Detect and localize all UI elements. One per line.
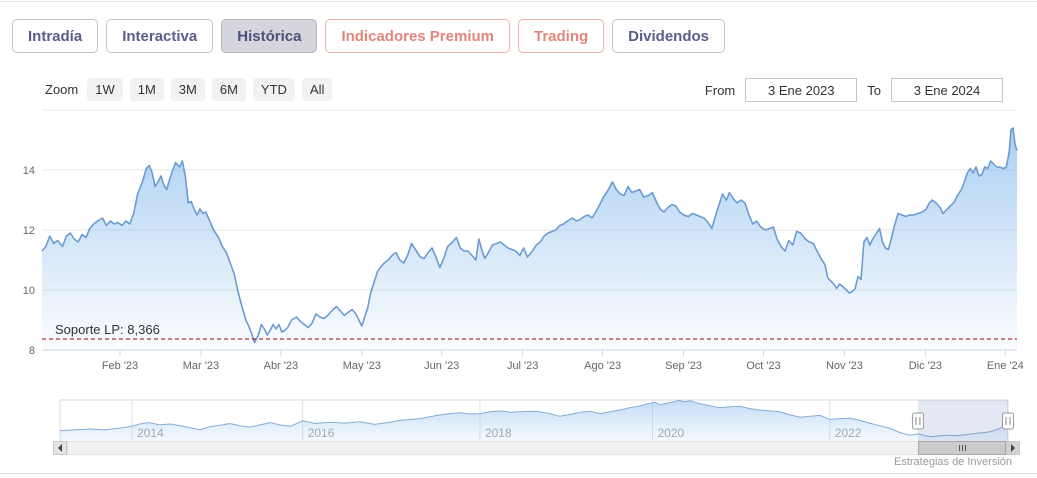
tab-intradia[interactable]: Intradía bbox=[12, 19, 99, 53]
navigator-chart[interactable]: 20142016201820202022 bbox=[0, 394, 1037, 446]
from-label: From bbox=[704, 82, 736, 98]
y-axis-label: 14 bbox=[23, 165, 35, 177]
y-axis-label: 12 bbox=[23, 225, 35, 237]
tab-historica[interactable]: Histórica bbox=[221, 19, 318, 53]
support-line-label: Soporte LP: 8,366 bbox=[55, 322, 160, 337]
x-axis-label: Ago '23 bbox=[584, 360, 621, 372]
main-price-chart[interactable]: 8 10 12 14 Feb '23 Mar '23 Abr '23 May '23 Jun '… bbox=[0, 100, 1037, 392]
main-plot-area[interactable] bbox=[42, 110, 1017, 350]
nav-line-series bbox=[59, 399, 1009, 438]
x-axis-label: Abr '23 bbox=[264, 360, 299, 372]
scrollbar-thumb[interactable] bbox=[918, 441, 1006, 455]
nav-handle-right[interactable] bbox=[1002, 412, 1014, 430]
tab-interactiva[interactable]: Interactiva bbox=[106, 19, 214, 53]
tab-indicadores-premium[interactable]: Indicadores Premium bbox=[325, 19, 510, 53]
scroll-left-icon bbox=[54, 444, 62, 452]
chart-mode-tabs: Intradía Interactiva Histórica Indicador… bbox=[12, 19, 726, 53]
bottom-divider bbox=[0, 473, 1037, 474]
y-axis-label: 10 bbox=[23, 285, 35, 297]
tab-trading[interactable]: Trading bbox=[518, 19, 605, 53]
scrollbar-track[interactable] bbox=[67, 441, 1006, 455]
zoom-1m-button[interactable]: 1M bbox=[129, 78, 164, 101]
range-selector-toolbar: Zoom 1W 1M 3M 6M YTD All From To bbox=[0, 78, 1037, 106]
nav-selected-range[interactable] bbox=[917, 400, 1008, 443]
x-axis-label: Mar '23 bbox=[183, 360, 219, 372]
top-divider bbox=[0, 1, 1037, 2]
scrollbar-left-button[interactable] bbox=[53, 441, 67, 455]
price-line-series bbox=[41, 127, 1018, 344]
navigator-scrollbar bbox=[53, 441, 1020, 455]
x-axis-label: Jun '23 bbox=[424, 360, 459, 372]
x-axis-label: Oct '23 bbox=[746, 360, 781, 372]
x-axis-label: Dic '23 bbox=[909, 360, 942, 372]
tab-dividendos[interactable]: Dividendos bbox=[612, 19, 726, 53]
price-area-fill bbox=[42, 128, 1017, 350]
scroll-right-icon bbox=[1011, 444, 1019, 452]
zoom-1w-button[interactable]: 1W bbox=[87, 78, 123, 101]
y-axis-label: 8 bbox=[29, 345, 35, 357]
zoom-3m-button[interactable]: 3M bbox=[170, 78, 205, 101]
zoom-group: Zoom 1W 1M 3M 6M YTD All bbox=[45, 78, 333, 101]
scrollbar-right-button[interactable] bbox=[1006, 441, 1020, 455]
to-date-input[interactable] bbox=[891, 78, 1003, 102]
x-axis-label: Nov '23 bbox=[826, 360, 863, 372]
date-range-group: From To bbox=[705, 78, 1003, 102]
from-date-input[interactable] bbox=[745, 78, 858, 102]
x-axis-label: Jul '23 bbox=[507, 360, 538, 372]
x-axis-label: Sep '23 bbox=[665, 360, 702, 372]
to-label: To bbox=[867, 82, 881, 98]
x-axis-label: Ene '24 bbox=[987, 360, 1024, 372]
nav-handle-left[interactable] bbox=[911, 412, 924, 430]
x-axis-label: Feb '23 bbox=[102, 360, 138, 372]
watermark-credit: Estrategias de Inversión bbox=[893, 456, 1012, 468]
zoom-label: Zoom bbox=[45, 82, 79, 97]
zoom-all-button[interactable]: All bbox=[301, 78, 333, 101]
x-axis-label: May '23 bbox=[343, 360, 381, 372]
zoom-ytd-button[interactable]: YTD bbox=[252, 78, 295, 101]
zoom-6m-button[interactable]: 6M bbox=[211, 78, 246, 101]
